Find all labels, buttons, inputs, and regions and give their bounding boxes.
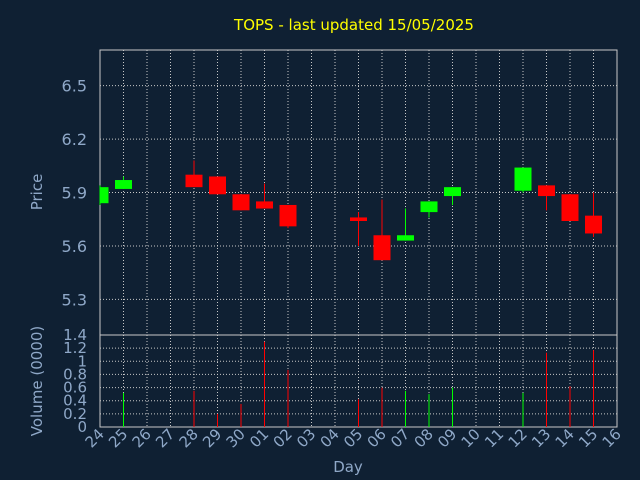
candle-body (561, 194, 579, 221)
x-tick-label: 25 (105, 425, 131, 451)
x-tick-label: 10 (458, 425, 484, 451)
volume-tick-label: 1 (77, 352, 87, 370)
x-tick-label: 02 (270, 425, 296, 451)
x-tick-label: 16 (599, 425, 625, 451)
x-tick-label: 09 (434, 425, 460, 451)
price-tick-label: 5.6 (62, 237, 87, 256)
volume-tick-label: 0.2 (63, 405, 87, 423)
candle-body (100, 187, 109, 204)
candle-body (115, 180, 132, 189)
x-tick-label: 27 (152, 425, 178, 451)
x-tick-label: 11 (481, 425, 507, 451)
candle-body (444, 187, 461, 197)
candle-body (232, 194, 250, 211)
chart-title: TOPS - last updated 15/05/2025 (233, 16, 474, 34)
volume-tick-label: 0.8 (63, 365, 87, 383)
x-tick-label: 07 (387, 425, 413, 451)
x-tick-label: 08 (411, 425, 437, 451)
candle-body (538, 185, 555, 197)
price-tick-label: 5.3 (62, 290, 87, 309)
volume-tick-label: 0 (77, 418, 87, 436)
price-tick-label: 5.9 (62, 184, 87, 203)
x-tick-label: 05 (340, 425, 366, 451)
price-panel: 6.5 6.2 5.9 5.6 5.3 (62, 49, 618, 336)
volume-panel: 1.41.210.80.60.40.20 (63, 326, 618, 436)
candle-body (185, 174, 203, 188)
candle-body (256, 201, 273, 209)
x-tick-label: 03 (293, 425, 319, 451)
x-axis: 2425262728293001020304050607080910111213… (82, 425, 625, 451)
price-tick-label: 6.2 (62, 130, 87, 149)
x-tick-label: 26 (129, 425, 155, 451)
x-tick-label: 29 (199, 425, 225, 451)
x-tick-label: 28 (176, 425, 202, 451)
candle-body (397, 235, 414, 241)
volume-tick-label: 1.2 (63, 339, 87, 357)
volume-tick-label: 1.4 (63, 326, 87, 344)
x-axis-label: Day (333, 458, 363, 476)
volume-tick-label: 0.4 (63, 392, 87, 410)
candle-body (514, 167, 532, 191)
x-tick-label: 15 (575, 425, 601, 451)
candle-body (585, 215, 602, 234)
x-tick-label: 04 (317, 425, 343, 451)
volume-axis-label: Volume (0000) (28, 326, 46, 436)
candle-body (350, 217, 367, 221)
candle-body (373, 235, 391, 261)
candle-body (420, 201, 438, 213)
price-axis-label: Price (28, 174, 46, 211)
x-tick-label: 12 (505, 425, 531, 451)
x-tick-label: 30 (223, 425, 249, 451)
candle-body (209, 176, 226, 195)
candle-body (279, 204, 297, 227)
x-tick-label: 13 (528, 425, 554, 451)
x-tick-label: 14 (552, 425, 578, 451)
x-tick-label: 06 (364, 425, 390, 451)
volume-tick-label: 0.6 (63, 379, 87, 397)
x-tick-label: 01 (246, 425, 272, 451)
price-tick-label: 6.5 (62, 77, 87, 96)
